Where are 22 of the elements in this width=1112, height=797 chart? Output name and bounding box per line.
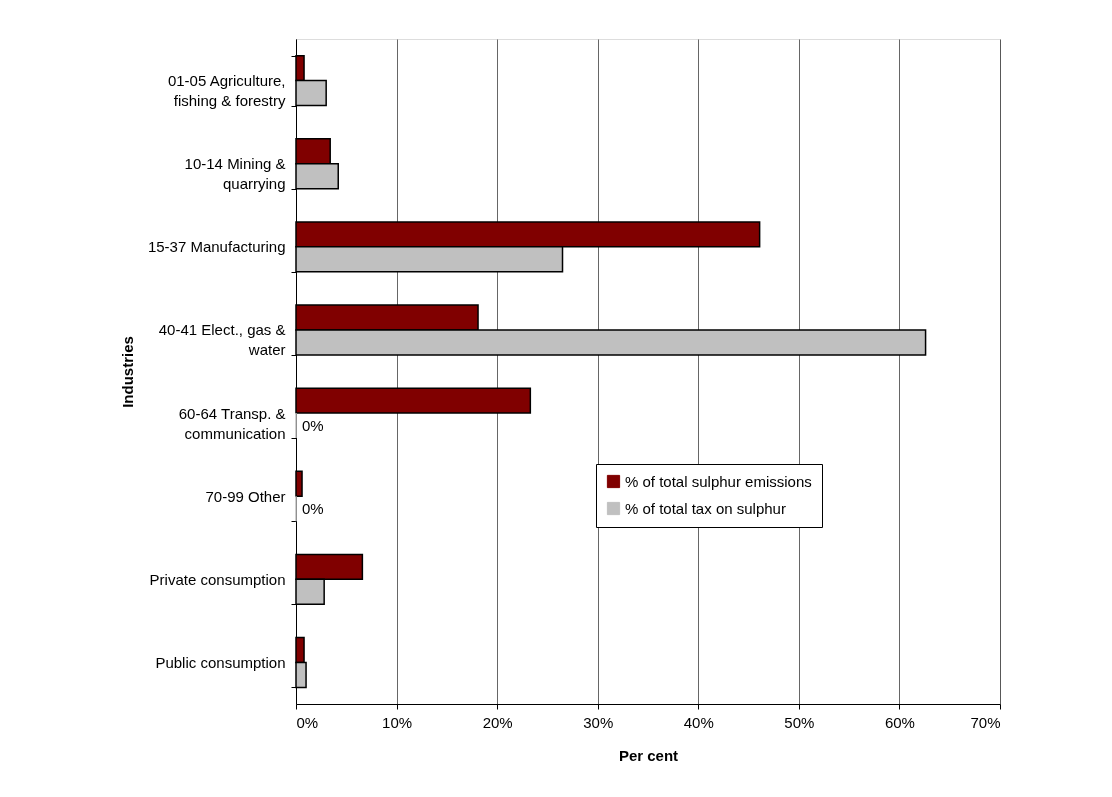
y-tick-label: 40-41 Elect., gas & water (158, 321, 286, 359)
x-tick-label: 70% (970, 713, 1001, 731)
x-tick-label: 20% (482, 713, 513, 731)
x-tick-label: 10% (382, 713, 413, 731)
x-axis-title: Per cent (618, 746, 679, 764)
legend-label: % of total sulphur emissions (625, 472, 812, 490)
data-label: 0% (302, 499, 324, 517)
y-tick-label: Private consumption (149, 570, 286, 588)
y-tick-label: Public consumption (155, 653, 286, 671)
x-tick-label: 40% (683, 713, 714, 731)
x-tick-label: 60% (884, 713, 915, 731)
x-tick-label: 0% (296, 713, 319, 731)
data-label: 0% (302, 416, 324, 434)
x-tick-label: 50% (784, 713, 815, 731)
y-tick-label: 15-37 Manufacturing (147, 238, 286, 256)
x-tick-label: 30% (583, 713, 614, 731)
y-tick-label: 01-05 Agriculture, fishing & forestry (167, 72, 286, 110)
y-axis-title: Industries (118, 336, 136, 408)
legend-label: % of total tax on sulphur (625, 499, 786, 517)
y-tick-label: 60-64 Transp. & communication (178, 404, 286, 442)
y-tick-label: 70-99 Other (205, 487, 286, 505)
y-tick-label: 10-14 Mining & quarrying (184, 155, 286, 193)
